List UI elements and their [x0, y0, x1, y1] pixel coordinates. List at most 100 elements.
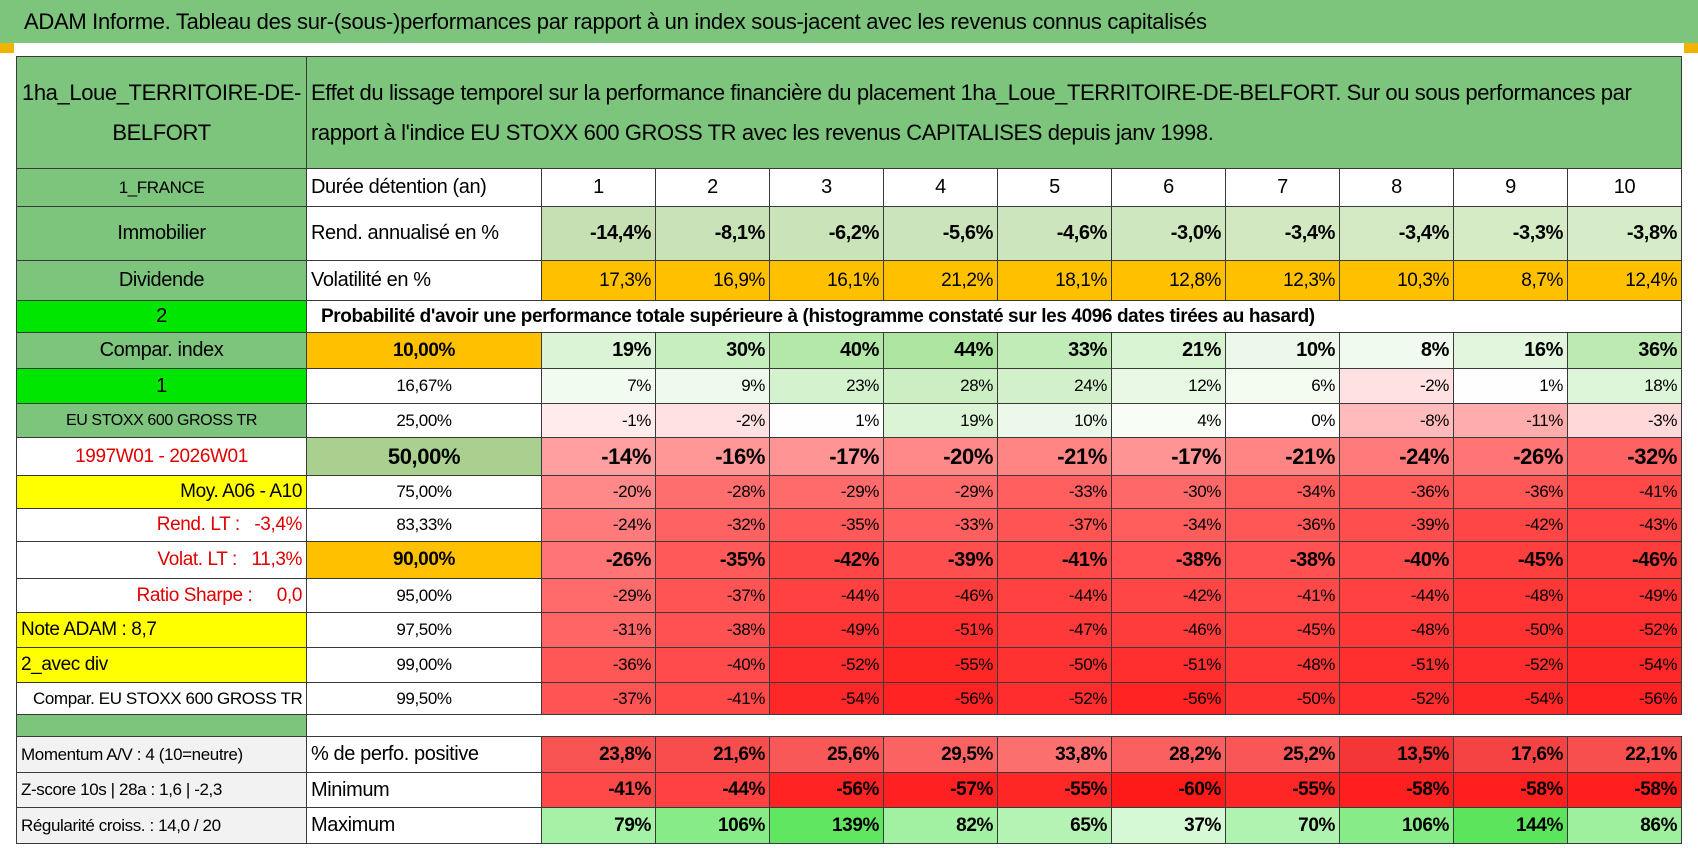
table-row: Ratio Sharpe : 0,0 95,00% -29% -37% -44% -46%… — [16, 578, 1683, 613]
value-cell: -52% — [1339, 682, 1454, 715]
summary-value: -56% — [769, 772, 884, 808]
value-cell: -41% — [1225, 578, 1340, 613]
summary-value: 23,8% — [541, 736, 656, 773]
value-cell: -50% — [1225, 682, 1340, 715]
summary-value: 29,5% — [883, 736, 998, 773]
value-cell: 12,4% — [1566, 260, 1683, 301]
summary-heading: Momentum A/V : 4 (10=neutre) — [16, 736, 307, 773]
value-cell: -34% — [1111, 508, 1226, 542]
value-cell: 16% — [1453, 332, 1568, 369]
summary-value: 70% — [1225, 807, 1340, 844]
row-heading: Compar. EU STOXX 600 GROSS TR — [16, 682, 307, 715]
value-cell: -42% — [769, 541, 884, 579]
value-cell: -52% — [1566, 612, 1683, 648]
value-cell: -46% — [883, 578, 998, 613]
column-header: 8 — [1339, 168, 1454, 207]
summary-label: Maximum — [306, 807, 542, 844]
value-cell: -5,6% — [883, 206, 998, 261]
threshold: 83,33% — [306, 508, 542, 542]
summary-value: -57% — [883, 772, 998, 808]
threshold: 99,00% — [306, 647, 542, 683]
summary-value: 33,8% — [997, 736, 1112, 773]
table-row: Note ADAM : 8,7 97,50% -31% -38% -49% -51% -47… — [16, 612, 1683, 648]
value-cell: 7% — [541, 368, 656, 404]
summary-row: Z-score 10s | 28a : 1,6 | -2,3 Minimum -41… — [16, 772, 1683, 808]
value-cell: -35% — [769, 508, 884, 542]
summary-label: % de perfo. positive — [306, 736, 542, 773]
value-cell: -35% — [655, 541, 770, 579]
row-label: Durée détention (an) — [306, 168, 542, 207]
table-row: Moy. A06 - A10 75,00% -20% -28% -29% -29% -33%… — [16, 475, 1683, 509]
value-cell: -29% — [541, 578, 656, 613]
gap-cell — [16, 714, 307, 737]
summary-value: 106% — [1339, 807, 1454, 844]
value-cell: 1% — [1453, 368, 1568, 404]
row-heading: Dividende — [16, 260, 307, 301]
value-cell: 16,1% — [769, 260, 884, 301]
summary-heading: Z-score 10s | 28a : 1,6 | -2,3 — [16, 772, 307, 808]
value-cell: 24% — [997, 368, 1112, 404]
value-cell: -46% — [1566, 541, 1683, 579]
value-cell: -49% — [1566, 578, 1683, 613]
row-label: Rend. annualisé en % — [306, 206, 542, 261]
value-cell: -8% — [1339, 403, 1454, 438]
value-cell: -38% — [1225, 541, 1340, 579]
value-cell: 23% — [769, 368, 884, 404]
marker — [0, 43, 14, 53]
summary-value: 144% — [1453, 807, 1568, 844]
summary-value: 28,2% — [1111, 736, 1226, 773]
value-cell: -24% — [541, 508, 656, 542]
summary-row: Régularité croiss. : 14,0 / 20 Maximum 79%… — [16, 807, 1683, 844]
value-cell: 10% — [997, 403, 1112, 438]
value-cell: -51% — [1339, 647, 1454, 683]
value-cell: -48% — [1339, 612, 1454, 648]
table-row: 1 16,67% 7% 9% 23% 28% 24% 12% 6% -2% 1% 18% — [16, 368, 1683, 404]
value-cell: -37% — [997, 508, 1112, 542]
column-header: 1 — [541, 168, 656, 207]
row-heading: Ratio Sharpe : 0,0 — [16, 578, 307, 613]
summary-value: 25,6% — [769, 736, 884, 773]
row-heading: 2_avec div — [16, 647, 307, 683]
value-cell: 16,9% — [655, 260, 770, 301]
row-heading: 1_FRANCE — [16, 168, 307, 207]
value-cell: 12,8% — [1111, 260, 1226, 301]
value-cell: -51% — [883, 612, 998, 648]
column-header: 9 — [1453, 168, 1568, 207]
value-cell: 36% — [1566, 332, 1683, 369]
summary-row: Momentum A/V : 4 (10=neutre)% de perfo. … — [16, 736, 1683, 773]
summary-value: -58% — [1339, 772, 1454, 808]
row-heading: Note ADAM : 8,7 — [16, 612, 307, 648]
value-cell: -50% — [1453, 612, 1568, 648]
value-cell: -54% — [769, 682, 884, 715]
table-row: 2_avec div 99,00% -36% -40% -52% -55% -50% -51%… — [16, 647, 1683, 683]
value-cell: 12,3% — [1225, 260, 1340, 301]
summary-value: 25,2% — [1225, 736, 1340, 773]
value-cell: -39% — [1339, 508, 1454, 542]
performance-table: 1ha_Loue_TERRITOIRE-DE-BELFORT Effet du l… — [16, 56, 1683, 844]
value-cell: -3,8% — [1566, 206, 1683, 261]
value-cell: -48% — [1453, 578, 1568, 613]
value-cell: -49% — [769, 612, 884, 648]
value-cell: -11% — [1453, 403, 1568, 438]
value-cell: 33% — [997, 332, 1112, 369]
value-cell: -38% — [1111, 541, 1226, 579]
row-heading: Volat. LT : 11,3% — [16, 541, 307, 579]
value-cell: -20% — [883, 437, 998, 476]
value-cell: -30% — [1111, 475, 1226, 509]
value-cell: -54% — [1453, 682, 1568, 715]
table-row: Compar. EU STOXX 600 GROSS TR 99,50% -37% -… — [16, 682, 1683, 715]
summary-value: -58% — [1566, 772, 1683, 808]
value-cell: -32% — [1566, 437, 1683, 476]
value-cell: -3,4% — [1339, 206, 1454, 261]
value-cell: 8% — [1339, 332, 1454, 369]
summary-value: -60% — [1111, 772, 1226, 808]
column-header: 10 — [1566, 168, 1683, 207]
column-header: 3 — [769, 168, 884, 207]
value-cell: -34% — [1225, 475, 1340, 509]
table-row: Rend. LT : -3,4% 83,33% -24% -32% -35% -33% -3… — [16, 508, 1683, 542]
threshold: 75,00% — [306, 475, 542, 509]
value-cell: 44% — [883, 332, 998, 369]
value-cell: -54% — [1566, 647, 1683, 683]
row-heading: EU STOXX 600 GROSS TR — [16, 403, 307, 438]
